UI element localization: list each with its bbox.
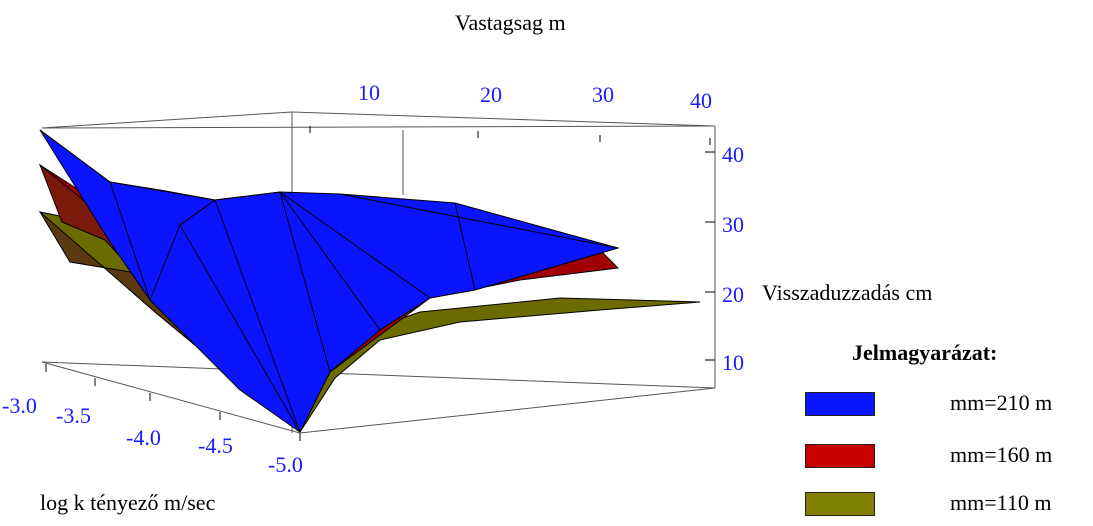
x-tick-label-1: -3.5 [56, 403, 91, 428]
z-axis-title: Visszaduzzadás cm [762, 280, 932, 305]
legend-swatch-mm110 [805, 492, 875, 516]
z-tick-label-0: 10 [722, 350, 744, 375]
bounding-box-front [41, 126, 716, 434]
surface-mm210 [39, 129, 620, 433]
z-tick-label-3: 40 [722, 142, 744, 167]
x-tick-label-4: -5.0 [268, 452, 303, 477]
z-tick-label-1: 20 [722, 282, 744, 307]
legend-label-mm210: mm=210 m [950, 390, 1053, 415]
y-tick-label-3: 40 [690, 88, 712, 113]
y-tick-label-1: 20 [480, 82, 502, 107]
legend-item-mm210: mm=210 m [805, 390, 1090, 416]
legend-label-mm110: mm=110 m [950, 490, 1052, 515]
legend-title: Jelmagyarázat: [852, 340, 998, 365]
x-tick-label-0: -3.0 [2, 393, 37, 418]
legend-item-mm110: mm=110 m [805, 490, 1090, 516]
x-tick-label-2: -4.0 [126, 425, 161, 450]
x-tick-label-3: -4.5 [198, 433, 233, 458]
y-tick-label-2: 30 [592, 82, 614, 107]
tick-marks [45, 126, 715, 441]
y-axis-title: Vastagsag m [455, 10, 566, 35]
y-tick-label-0: 10 [358, 80, 380, 105]
x-axis-title: log k tényező m/sec [40, 490, 216, 515]
legend-label-mm160: mm=160 m [950, 442, 1053, 467]
z-tick-label-2: 30 [722, 212, 744, 237]
legend-swatch-mm210 [805, 392, 875, 416]
legend-item-mm160: mm=160 m [805, 442, 1090, 468]
legend-swatch-mm160 [805, 444, 875, 468]
